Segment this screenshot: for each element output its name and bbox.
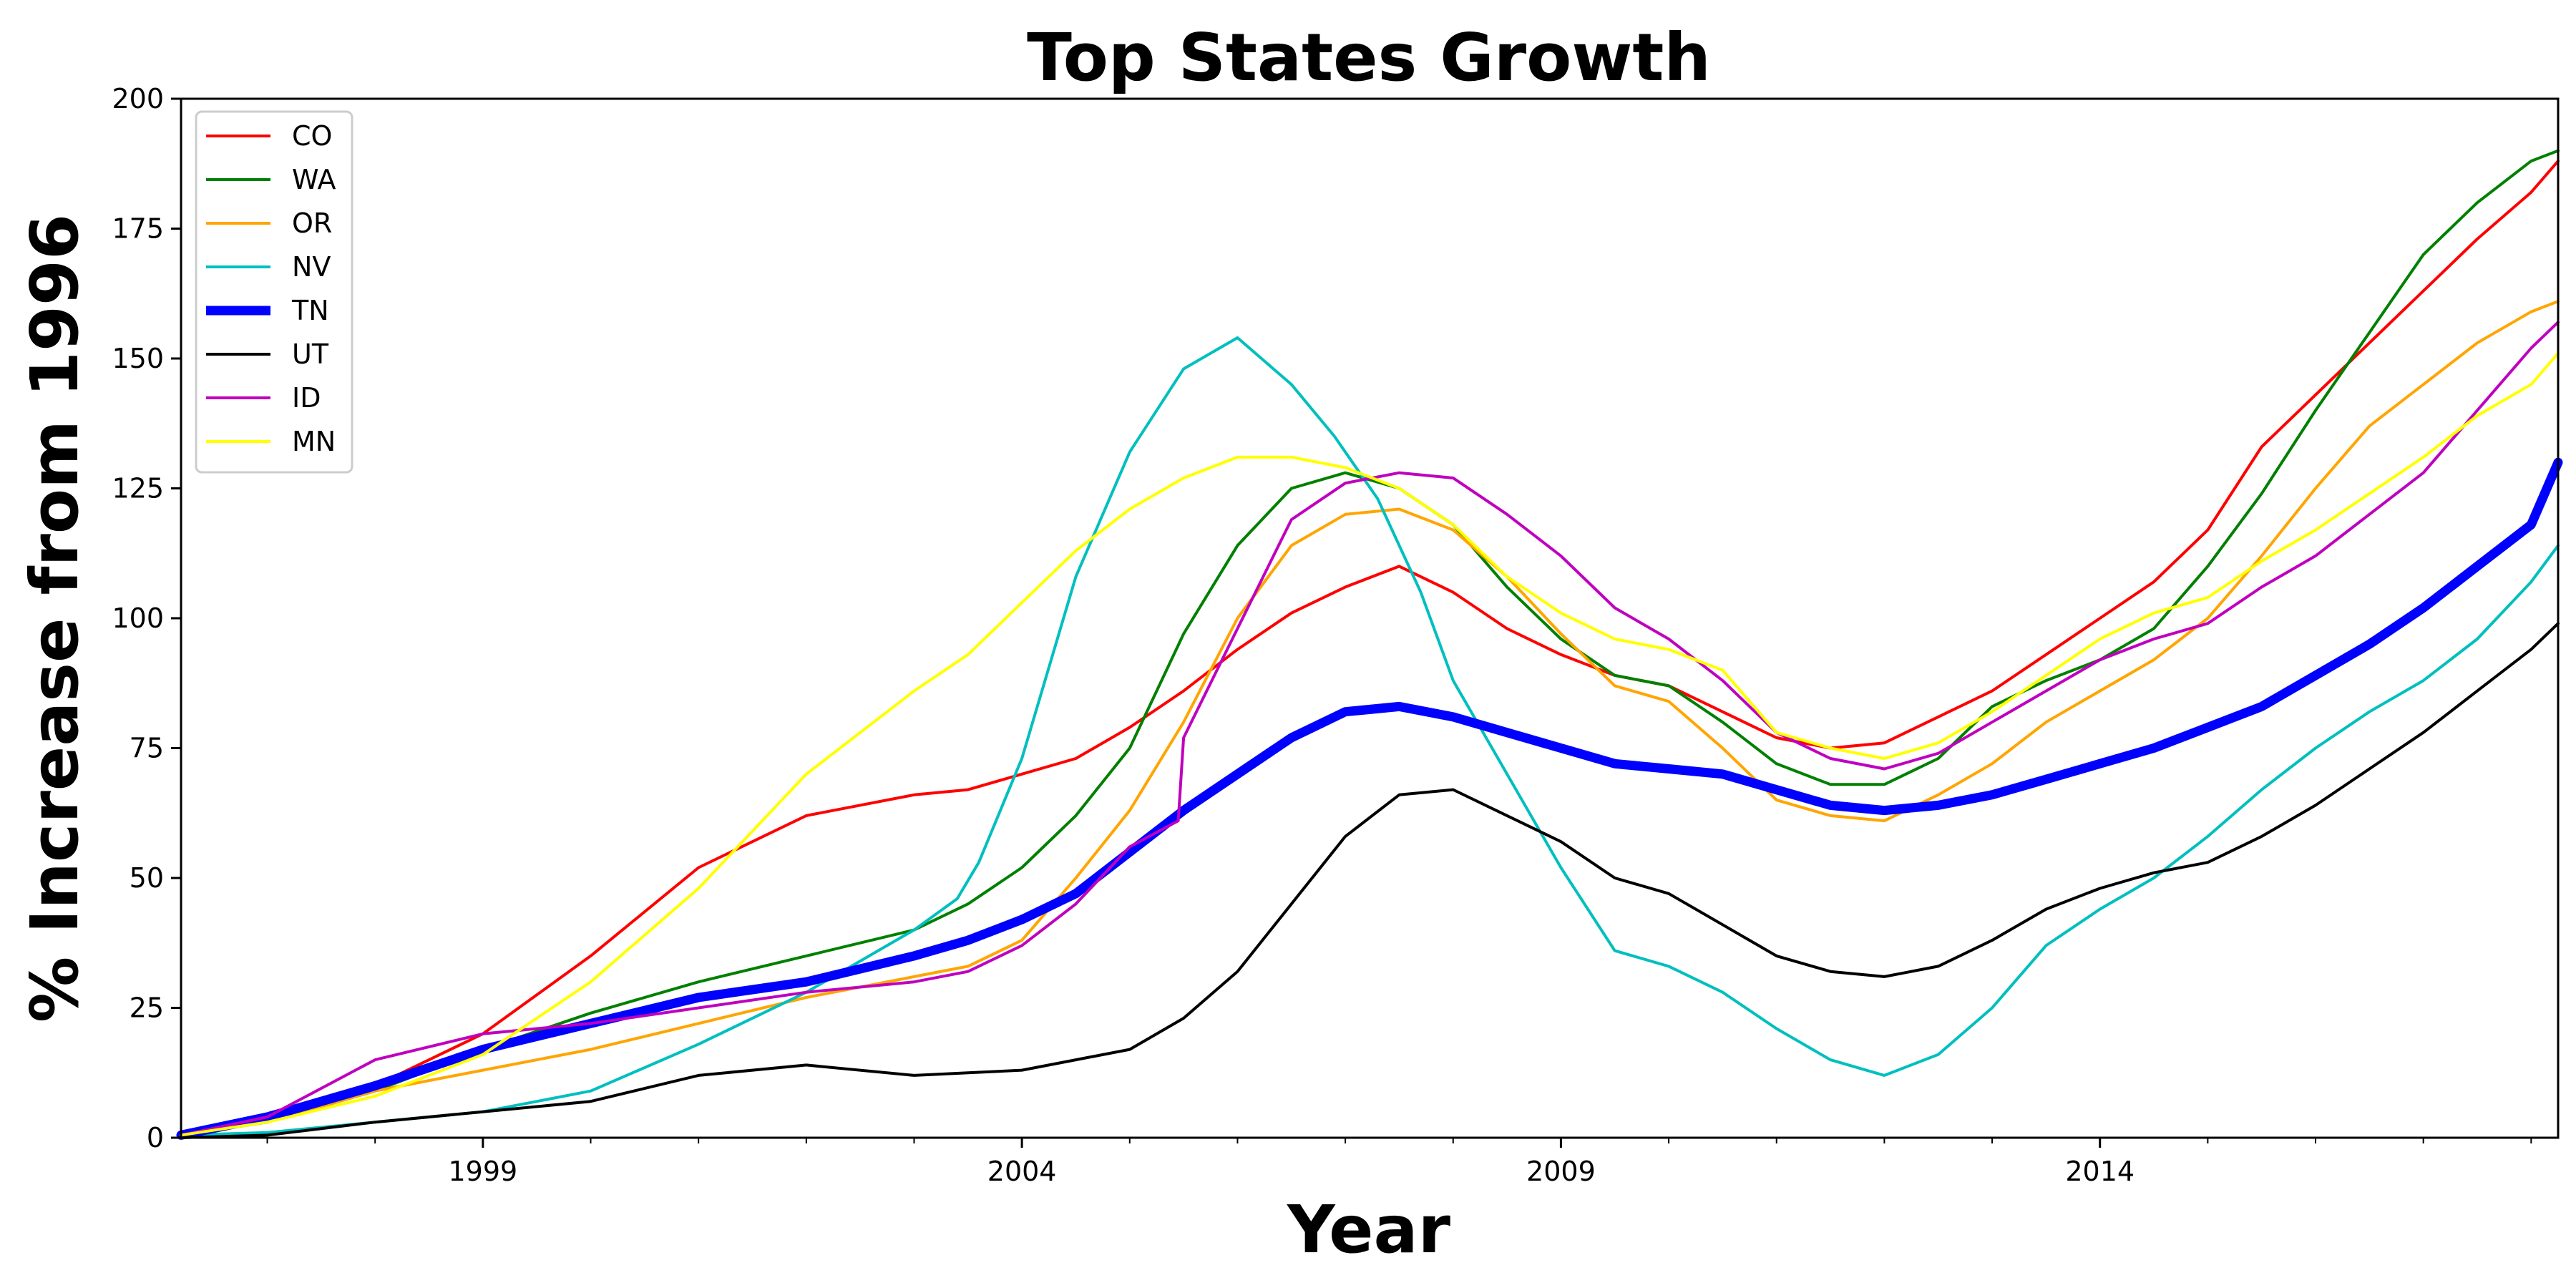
series-line-tn	[176, 457, 2563, 1140]
x-tick-label: 2014	[2065, 1156, 2135, 1187]
series-line-co	[180, 160, 2560, 1137]
y-tick-label: 0	[147, 1122, 164, 1153]
x-axis-label: Year	[1287, 1191, 1451, 1268]
legend-label: MN	[292, 426, 336, 457]
legend-box	[195, 110, 353, 474]
y-axis: 0 25 50 75 100 125 150 175 200	[112, 83, 181, 1153]
legend: CO WA OR NV TN UT ID MN	[195, 110, 353, 474]
x-tick-label: 1999	[448, 1156, 517, 1187]
y-tick-label: 150	[112, 343, 164, 374]
series-line-id	[180, 321, 2560, 1137]
legend-label: OR	[292, 208, 332, 239]
y-tick-label: 100	[112, 602, 164, 634]
legend-label: NV	[292, 251, 331, 283]
x-tick-label: 2004	[987, 1156, 1057, 1187]
legend-label: UT	[292, 338, 329, 370]
x-axis: 1999 2004 2009 2014	[266, 1138, 2532, 1187]
y-tick-label: 50	[130, 862, 164, 894]
y-tick-label: 125	[112, 473, 164, 504]
series-line-or	[180, 300, 2560, 1137]
legend-label: CO	[292, 120, 332, 152]
legend-label: WA	[292, 164, 336, 195]
x-tick-label: 2009	[1526, 1156, 1596, 1187]
series-layer	[176, 149, 2563, 1140]
y-tick-label: 25	[130, 992, 164, 1024]
legend-label: TN	[291, 295, 329, 326]
series-line-mn	[180, 351, 2560, 1137]
y-tick-label: 200	[112, 83, 164, 114]
series-line-wa	[180, 149, 2560, 1137]
legend-label: ID	[292, 382, 321, 414]
y-axis-label: % Increase from 1996	[16, 214, 93, 1023]
y-tick-label: 75	[130, 733, 164, 764]
series-line-ut	[180, 622, 2560, 1139]
chart-title: Top States Growth	[1027, 19, 1711, 96]
y-tick-label: 175	[112, 213, 164, 245]
series-line-nv	[180, 336, 2560, 1137]
